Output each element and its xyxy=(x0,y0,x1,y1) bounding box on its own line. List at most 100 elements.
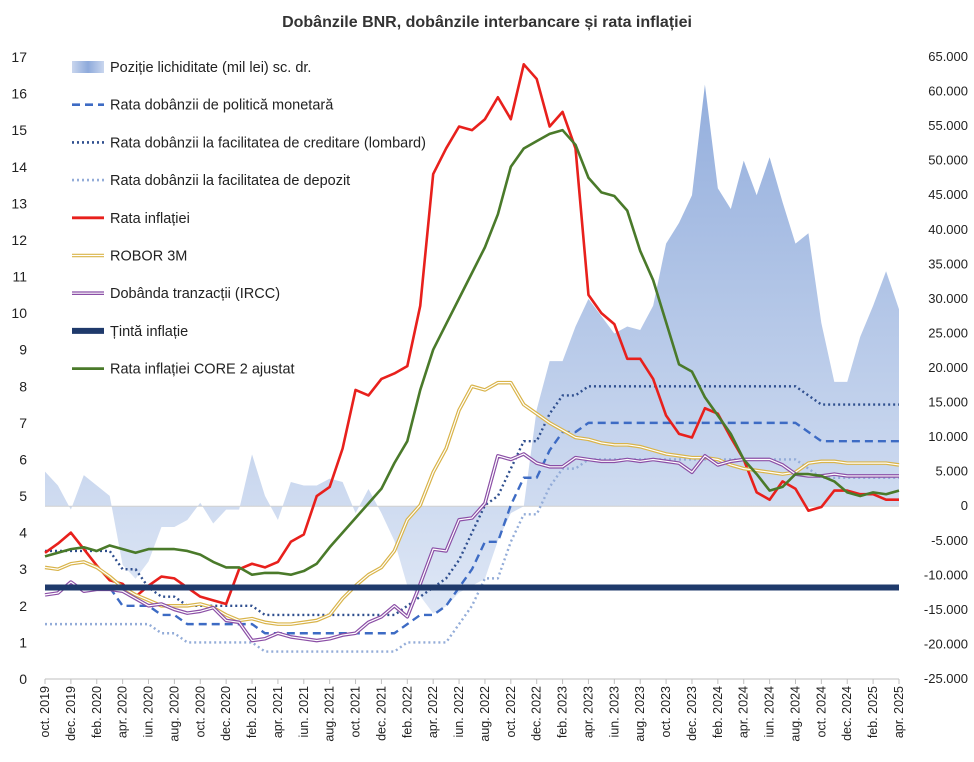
y-right-tick-label: -10.000 xyxy=(924,567,968,582)
series-line-rata-inflatiei-core-2-ajustat xyxy=(44,128,900,577)
x-tick-label: feb. 2025 xyxy=(866,686,880,738)
legend-label: ROBOR 3M xyxy=(110,249,187,265)
legend-item: Rata dobânzii de politică monetară xyxy=(72,98,334,114)
legend-item: Rata inflației CORE 2 ajustat xyxy=(72,362,295,378)
x-tick-label: oct. 2019 xyxy=(38,686,52,737)
y-right-tick-label: 0 xyxy=(961,498,968,513)
x-tick-label: feb. 2023 xyxy=(556,686,570,738)
y-right-tick-label: 40.000 xyxy=(928,222,968,237)
series-area-liquidity xyxy=(45,84,899,614)
legend-item: ROBOR 3M xyxy=(72,249,187,265)
y-right-tick-label: 30.000 xyxy=(928,291,968,306)
x-tick-label: aug. 2022 xyxy=(478,686,492,742)
x-tick-label: dec. 2023 xyxy=(685,686,699,741)
y-right-tick-label: -15.000 xyxy=(924,602,968,617)
x-tick-label: aug. 2021 xyxy=(323,686,337,742)
series-line-dobanda-tranzactii-ircc xyxy=(44,452,899,643)
y-left-tick-label: 11 xyxy=(12,269,27,285)
x-tick-label: apr. 2020 xyxy=(116,686,130,738)
legend-item: Țintă inflație xyxy=(72,324,188,340)
y-left-tick-label: 2 xyxy=(19,598,27,614)
y-right-tick-label: 5.000 xyxy=(935,464,968,479)
legend-item: Dobânda tranzacții (IRCC) xyxy=(72,286,280,302)
x-tick-label: iun. 2021 xyxy=(297,686,311,737)
y-left-tick-label: 17 xyxy=(11,49,27,65)
y-right-tick-label: 25.000 xyxy=(928,325,968,340)
legend-label: Țintă inflație xyxy=(110,324,188,340)
x-tick-label: aug. 2023 xyxy=(633,686,647,742)
y-right-tick-label: 35.000 xyxy=(928,256,968,271)
series-line-rata-dobanzii-de-politica-monetara xyxy=(45,421,899,635)
legend-label: Dobânda tranzacții (IRCC) xyxy=(110,286,280,302)
y-left-tick-label: 13 xyxy=(11,195,27,211)
y-left-tick-label: 9 xyxy=(19,342,27,358)
x-tick-label: dec. 2019 xyxy=(64,686,78,741)
y-right-tick-label: 60.000 xyxy=(928,84,968,99)
x-tick-label: apr. 2022 xyxy=(426,686,440,738)
x-tick-label: aug. 2020 xyxy=(167,686,181,742)
x-tick-label: oct. 2022 xyxy=(504,686,518,737)
series-line-robor-3m xyxy=(44,380,900,626)
y-left-tick-label: 15 xyxy=(11,122,27,138)
x-tick-label: aug. 2024 xyxy=(788,686,802,742)
x-tick-label: iun. 2023 xyxy=(607,686,621,737)
x-tick-label: oct. 2021 xyxy=(349,686,363,737)
y-right-tick-label: 45.000 xyxy=(928,187,968,202)
x-tick-label: iun. 2024 xyxy=(763,686,777,737)
x-tick-label: iun. 2020 xyxy=(142,686,156,737)
y-left-tick-label: 12 xyxy=(11,232,27,248)
x-tick-label: apr. 2021 xyxy=(271,686,285,738)
series-line-dobanda-tranzactii-ircc-inner xyxy=(44,453,899,642)
y-right-tick-label: 20.000 xyxy=(928,360,968,375)
y-right-tick-label: -25.000 xyxy=(924,671,968,686)
x-tick-label: feb. 2024 xyxy=(711,686,725,738)
y-left-tick-label: 16 xyxy=(11,86,27,102)
legend-item: Rata inflației xyxy=(72,211,190,227)
x-tick-label: apr. 2025 xyxy=(892,686,906,738)
y-right-tick-label: 10.000 xyxy=(928,429,968,444)
chart-title: Dobânzile BNR, dobânzile interbancare și… xyxy=(282,14,692,31)
y-right-tick-label: 65.000 xyxy=(928,49,968,64)
legend-label: Rata dobânzii la facilitatea de depozit xyxy=(110,173,350,189)
legend-swatch xyxy=(72,61,104,73)
x-tick-label: feb. 2022 xyxy=(400,686,414,738)
y-left-tick-label: 4 xyxy=(19,525,27,541)
y-right-tick-label: 15.000 xyxy=(928,395,968,410)
series-line-robor-3m-inner xyxy=(44,382,900,625)
y-left-tick-label: 6 xyxy=(19,451,27,467)
legend-item: Rata dobânzii la facilitatea de depozit xyxy=(72,173,350,189)
x-tick-label: dec. 2021 xyxy=(374,686,388,741)
liquidity-area-layer xyxy=(45,84,899,614)
x-tick-label: dec. 2024 xyxy=(840,686,854,741)
legend-label: Rata inflației CORE 2 ajustat xyxy=(110,362,295,378)
y-right-tick-label: 50.000 xyxy=(928,153,968,168)
legend-label: Poziție lichiditate (mil lei) sc. dr. xyxy=(110,60,311,76)
y-left-tick-label: 14 xyxy=(11,159,27,175)
x-tick-label: oct. 2020 xyxy=(193,686,207,737)
y-right-tick-label: 55.000 xyxy=(928,118,968,133)
legend: Poziție lichiditate (mil lei) sc. dr. Rat… xyxy=(72,60,426,378)
x-tick-label: oct. 2024 xyxy=(814,686,828,737)
x-tick-label: feb. 2021 xyxy=(245,686,259,738)
y-left-tick-label: 7 xyxy=(19,415,27,431)
x-tick-label: iun. 2022 xyxy=(452,686,466,737)
x-tick-label: dec. 2022 xyxy=(530,686,544,741)
y-left-tick-label: 10 xyxy=(11,305,27,321)
legend-label: Rata inflației xyxy=(110,211,190,227)
y-left-tick-label: 1 xyxy=(19,634,27,650)
legend-item: Poziție lichiditate (mil lei) sc. dr. xyxy=(72,60,311,76)
x-tick-label: dec. 2020 xyxy=(219,686,233,741)
axes-layer: 01234567891011121314151617-25.000-20.000… xyxy=(11,49,968,742)
y-right-tick-label: -5.000 xyxy=(931,533,968,548)
y-left-tick-label: 5 xyxy=(19,488,27,504)
x-tick-label: oct. 2023 xyxy=(659,686,673,737)
legend-label: Rata dobânzii la facilitatea de creditar… xyxy=(110,135,426,151)
legend-label: Rata dobânzii de politică monetară xyxy=(110,98,334,114)
y-right-tick-label: -20.000 xyxy=(924,636,968,651)
legend-item: Rata dobânzii la facilitatea de creditar… xyxy=(72,135,426,151)
series-lines-layer xyxy=(44,63,900,653)
x-tick-label: feb. 2020 xyxy=(90,686,104,738)
y-left-tick-label: 0 xyxy=(19,671,27,687)
